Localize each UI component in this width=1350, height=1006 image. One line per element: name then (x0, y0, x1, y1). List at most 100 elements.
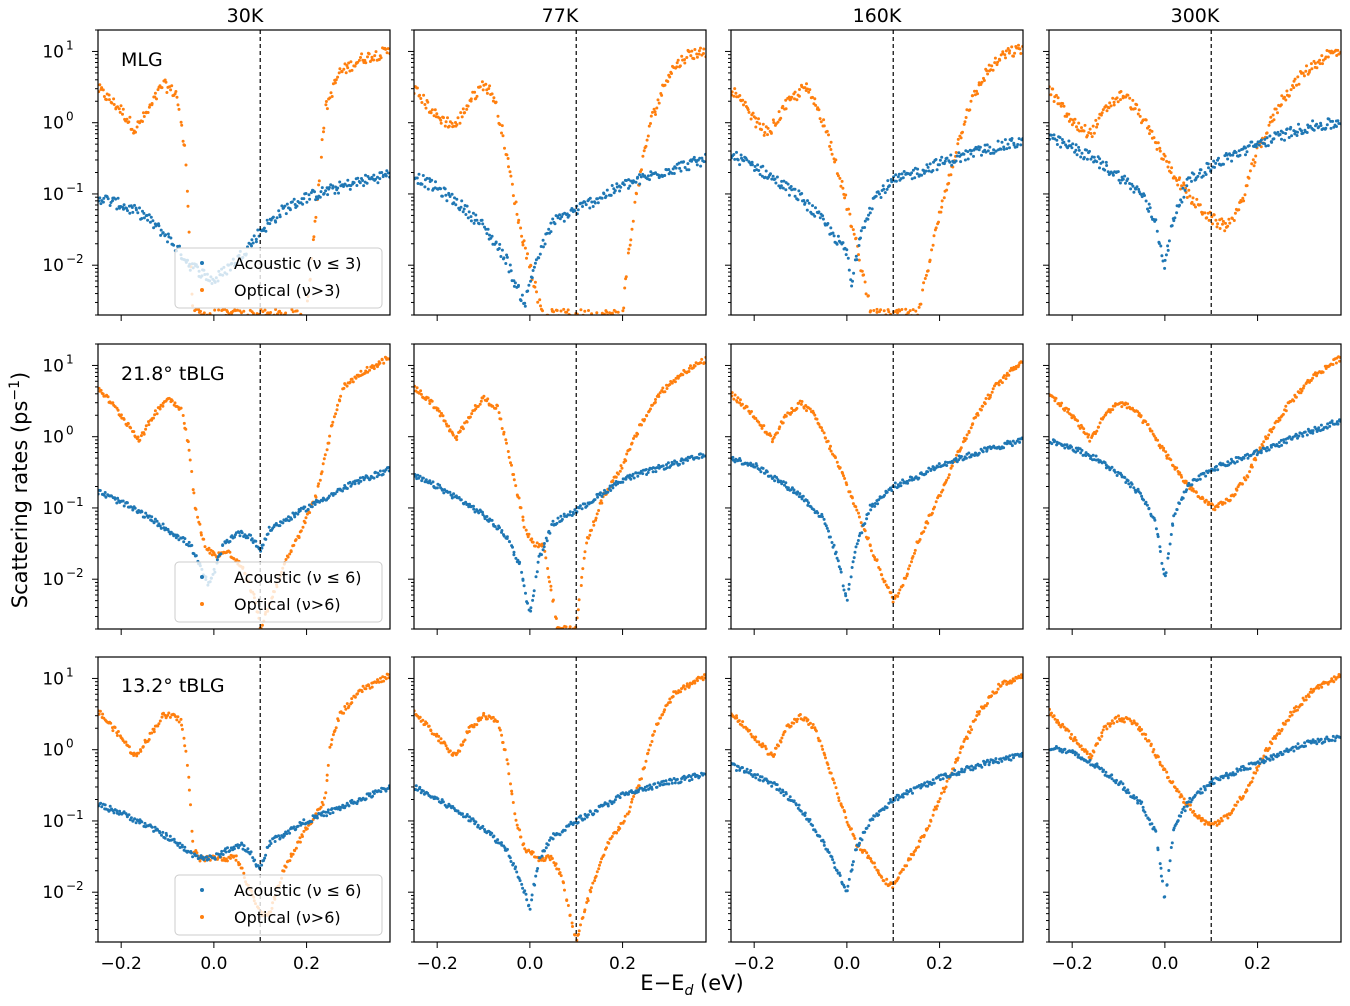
optical-point (191, 839, 195, 843)
acoustic-point (1305, 433, 1309, 437)
acoustic-point (1254, 145, 1258, 149)
acoustic-point (1192, 172, 1196, 176)
optical-point (1125, 406, 1129, 410)
optical-point (1098, 421, 1102, 425)
acoustic-point (1163, 258, 1167, 262)
acoustic-point (285, 832, 289, 836)
optical-point (356, 692, 359, 696)
optical-point (655, 106, 659, 110)
acoustic-point (1154, 218, 1158, 222)
acoustic-point (445, 199, 449, 203)
optical-point (908, 564, 912, 568)
optical-point (356, 60, 360, 64)
optical-point (438, 414, 442, 418)
optical-point (656, 98, 660, 102)
acoustic-point (764, 169, 768, 173)
acoustic-point (1077, 145, 1081, 149)
acoustic-point (490, 234, 494, 238)
optical-point (364, 687, 368, 691)
acoustic-point (1280, 443, 1284, 447)
acoustic-point (988, 145, 992, 149)
acoustic-point (1306, 123, 1310, 127)
acoustic-point (140, 510, 144, 514)
acoustic-point (264, 229, 268, 233)
acoustic-point (1170, 224, 1174, 228)
optical-point (551, 598, 555, 602)
optical-point (599, 317, 602, 320)
optical-point (424, 398, 428, 401)
acoustic-point (345, 487, 349, 490)
optical-point (1195, 197, 1199, 201)
optical-point (1004, 377, 1008, 381)
legend: Acoustic (ν ≤ 3)Optical (ν>3) (174, 247, 383, 309)
acoustic-point (614, 480, 618, 483)
optical-point (624, 275, 628, 279)
optical-point (990, 64, 994, 68)
acoustic-point (1124, 181, 1127, 185)
optical-point (784, 107, 788, 111)
optical-point (110, 101, 114, 105)
optical-point (333, 81, 337, 85)
optical-point (1156, 141, 1160, 145)
acoustic-point (512, 553, 516, 557)
optical-point (217, 308, 221, 312)
optical-point (770, 440, 774, 444)
acoustic-point (273, 840, 277, 843)
optical-point (192, 491, 196, 495)
acoustic-point (803, 201, 807, 205)
optical-point (379, 56, 383, 60)
optical-point (766, 126, 770, 130)
acoustic-point (611, 483, 614, 487)
optical-point (924, 273, 928, 277)
y-tick-label: 10 (42, 499, 64, 519)
acoustic-point (1234, 456, 1238, 459)
optical-point (1120, 405, 1124, 409)
optical-point (577, 598, 581, 602)
acoustic-point (303, 505, 307, 509)
acoustic-point (1018, 440, 1022, 444)
optical-point (1207, 218, 1211, 222)
acoustic-point (517, 283, 520, 287)
optical-point (799, 402, 803, 406)
acoustic-point (686, 459, 690, 462)
optical-point (814, 103, 818, 107)
acoustic-point (851, 279, 854, 283)
optical-point (238, 862, 242, 866)
acoustic-point (749, 461, 753, 465)
acoustic-point (855, 542, 859, 546)
optical-point (491, 404, 495, 408)
acoustic-point (836, 234, 840, 238)
acoustic-point (949, 153, 953, 157)
optical-point (113, 726, 117, 729)
optical-point (199, 531, 203, 535)
acoustic-point (699, 452, 702, 456)
acoustic-point (542, 545, 546, 549)
optical-point (190, 829, 194, 833)
acoustic-point (1105, 164, 1109, 167)
optical-point (439, 121, 443, 125)
acoustic-point (108, 204, 112, 207)
acoustic-point (133, 203, 136, 207)
acoustic-point (1006, 142, 1010, 146)
optical-point (419, 389, 423, 393)
optical-point (323, 453, 327, 457)
optical-point (983, 402, 987, 406)
optical-point (1065, 114, 1069, 118)
optical-point (342, 711, 346, 715)
acoustic-point (480, 218, 484, 222)
optical-point (101, 88, 105, 92)
acoustic-point (106, 197, 110, 201)
acoustic-point (926, 470, 930, 474)
acoustic-point (275, 216, 279, 220)
optical-point (845, 483, 849, 487)
optical-point (1069, 117, 1073, 121)
optical-point (910, 560, 913, 564)
optical-point (635, 192, 638, 196)
optical-point (566, 308, 570, 312)
optical-point (263, 308, 267, 312)
optical-point (784, 98, 788, 102)
acoustic-point (986, 149, 990, 153)
acoustic-point (450, 496, 454, 500)
acoustic-point (1063, 446, 1067, 450)
optical-point (1218, 227, 1222, 230)
